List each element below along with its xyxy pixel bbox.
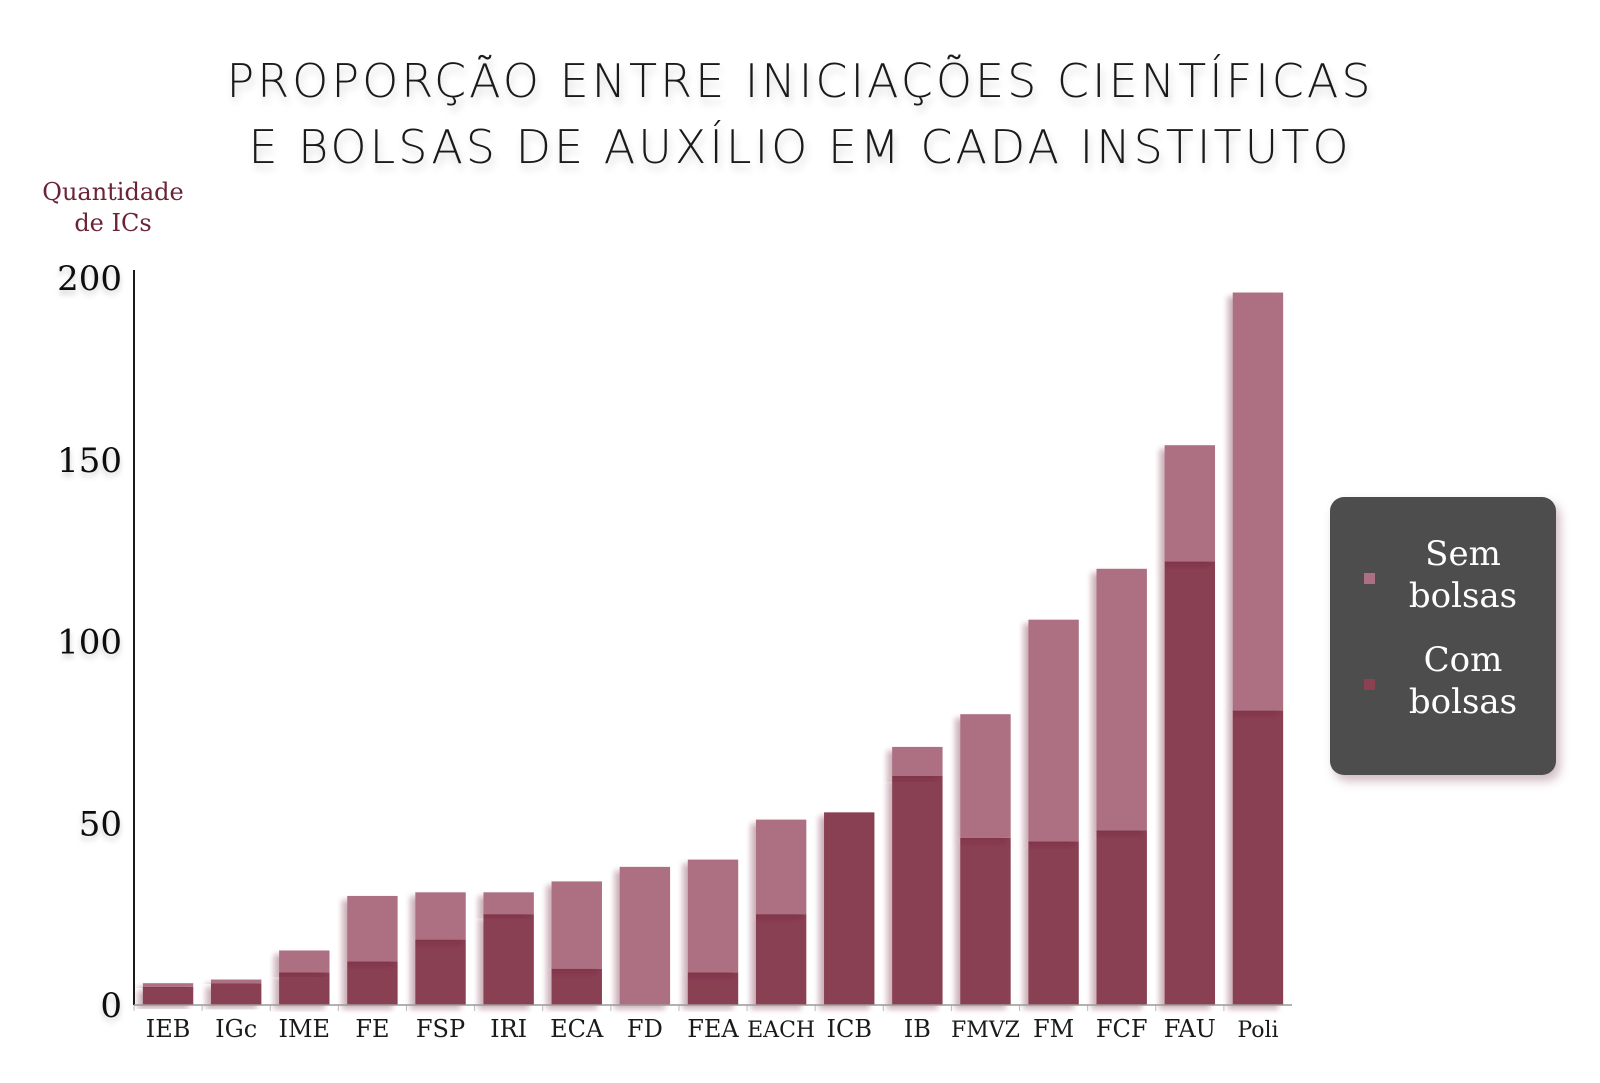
bar-igc-sem-bolsas — [210, 979, 262, 984]
labels-group: IEB IGc IME FE FSP IRI ECA FD FEA EACH ICB IB FMVZ FM… — [42, 178, 1278, 1043]
x-tick-label: FEA — [687, 1015, 739, 1043]
bar-fsp-com-bolsas — [415, 939, 466, 1005]
legend: Sem bolsas Com bolsas — [1330, 497, 1556, 775]
axes-group — [133, 270, 1292, 1011]
bar-eca-com-bolsas — [551, 968, 602, 1005]
y-tick-label: 100 — [57, 623, 122, 663]
x-tick-label: FE — [355, 1015, 389, 1043]
legend-label-sem-line1: Sem — [1425, 534, 1501, 574]
y-axis-label-line-2: de ICs — [74, 209, 151, 237]
legend-label-com-line1: Com — [1423, 640, 1503, 680]
x-tick-label: FM — [1033, 1015, 1074, 1043]
bar-fe-sem-bolsas — [347, 895, 398, 962]
bar-fau-sem-bolsas — [1164, 445, 1216, 562]
bar-poli-com-bolsas — [1232, 710, 1284, 1005]
bar-ime-sem-bolsas — [279, 950, 330, 973]
legend-label-sem-bolsas: Sem bolsas — [1388, 533, 1538, 617]
x-tick-label: IME — [279, 1015, 331, 1043]
x-tick-label: FD — [627, 1015, 663, 1043]
bar-igc-com-bolsas — [210, 983, 262, 1005]
bar-each-sem-bolsas — [755, 819, 807, 915]
legend-label-sem-line2: bolsas — [1408, 576, 1518, 616]
x-tick-label: EACH — [747, 1018, 815, 1043]
chart-title-line-2: E BOLSAS DE AUXÍLIO EM CADA INSTITUTO — [248, 120, 1352, 174]
bar-fm-com-bolsas — [1028, 841, 1079, 1005]
legend-label-com-line2: bolsas — [1408, 682, 1518, 722]
bar-ib-sem-bolsas — [892, 746, 943, 776]
bar-eca-sem-bolsas — [551, 881, 602, 969]
bar-iri-com-bolsas — [483, 914, 534, 1005]
bar-iri-sem-bolsas — [483, 892, 534, 915]
y-tick-label: 50 — [79, 804, 122, 844]
bar-fmvz-sem-bolsas — [960, 714, 1011, 838]
legend-label-com-bolsas: Com bolsas — [1388, 639, 1538, 723]
y-tick-label: 200 — [57, 259, 122, 299]
bar-ib-com-bolsas — [892, 775, 943, 1005]
bar-fea-sem-bolsas — [687, 859, 739, 973]
bar-fe-com-bolsas — [347, 961, 398, 1005]
bar-fcf-sem-bolsas — [1096, 568, 1147, 831]
x-tick-label: FAU — [1164, 1015, 1216, 1043]
bar-fm-sem-bolsas — [1028, 619, 1079, 842]
y-axis-label-line-1: Quantidade — [42, 178, 183, 206]
y-tick-label: 150 — [57, 441, 122, 481]
bar-fea-com-bolsas — [687, 972, 739, 1005]
bar-fsp-sem-bolsas — [415, 892, 466, 940]
legend-swatch-com-bolsas — [1364, 679, 1375, 690]
x-tick-label: IRI — [490, 1015, 527, 1043]
bar-ime-com-bolsas — [279, 972, 330, 1005]
x-tick-label: FMVZ — [951, 1018, 1020, 1043]
legend-swatch-sem-bolsas — [1364, 573, 1375, 584]
x-tick-label: FSP — [416, 1015, 465, 1043]
x-tick-label: Poli — [1237, 1018, 1278, 1043]
x-tick-label: IB — [904, 1015, 931, 1043]
x-tick-label: ECA — [550, 1015, 604, 1043]
chart-title-line-1: PROPORÇÃO ENTRE INICIAÇÕES CIENTÍFICAS — [226, 54, 1374, 108]
bar-ieb-com-bolsas — [142, 986, 194, 1005]
bar-fmvz-com-bolsas — [960, 837, 1011, 1005]
bar-each-com-bolsas — [755, 914, 807, 1005]
y-tick-label: 0 — [100, 986, 122, 1026]
x-tick-label: IEB — [146, 1015, 191, 1043]
x-tick-label: FCF — [1096, 1015, 1148, 1043]
bar-icb-com-bolsas — [824, 812, 875, 1005]
bar-ieb-sem-bolsas — [142, 983, 194, 987]
bar-fd-sem-bolsas — [619, 866, 671, 1005]
bar-fcf-com-bolsas — [1096, 830, 1147, 1005]
x-tick-label: ICB — [826, 1015, 871, 1043]
bar-fau-com-bolsas — [1164, 561, 1216, 1005]
chart-title: PROPORÇÃO ENTRE INICIAÇÕES CIENTÍFICAS E… — [0, 48, 1600, 180]
bars-group — [142, 292, 1284, 1005]
bar-poli-sem-bolsas — [1232, 292, 1284, 711]
x-tick-label: IGc — [215, 1015, 257, 1043]
